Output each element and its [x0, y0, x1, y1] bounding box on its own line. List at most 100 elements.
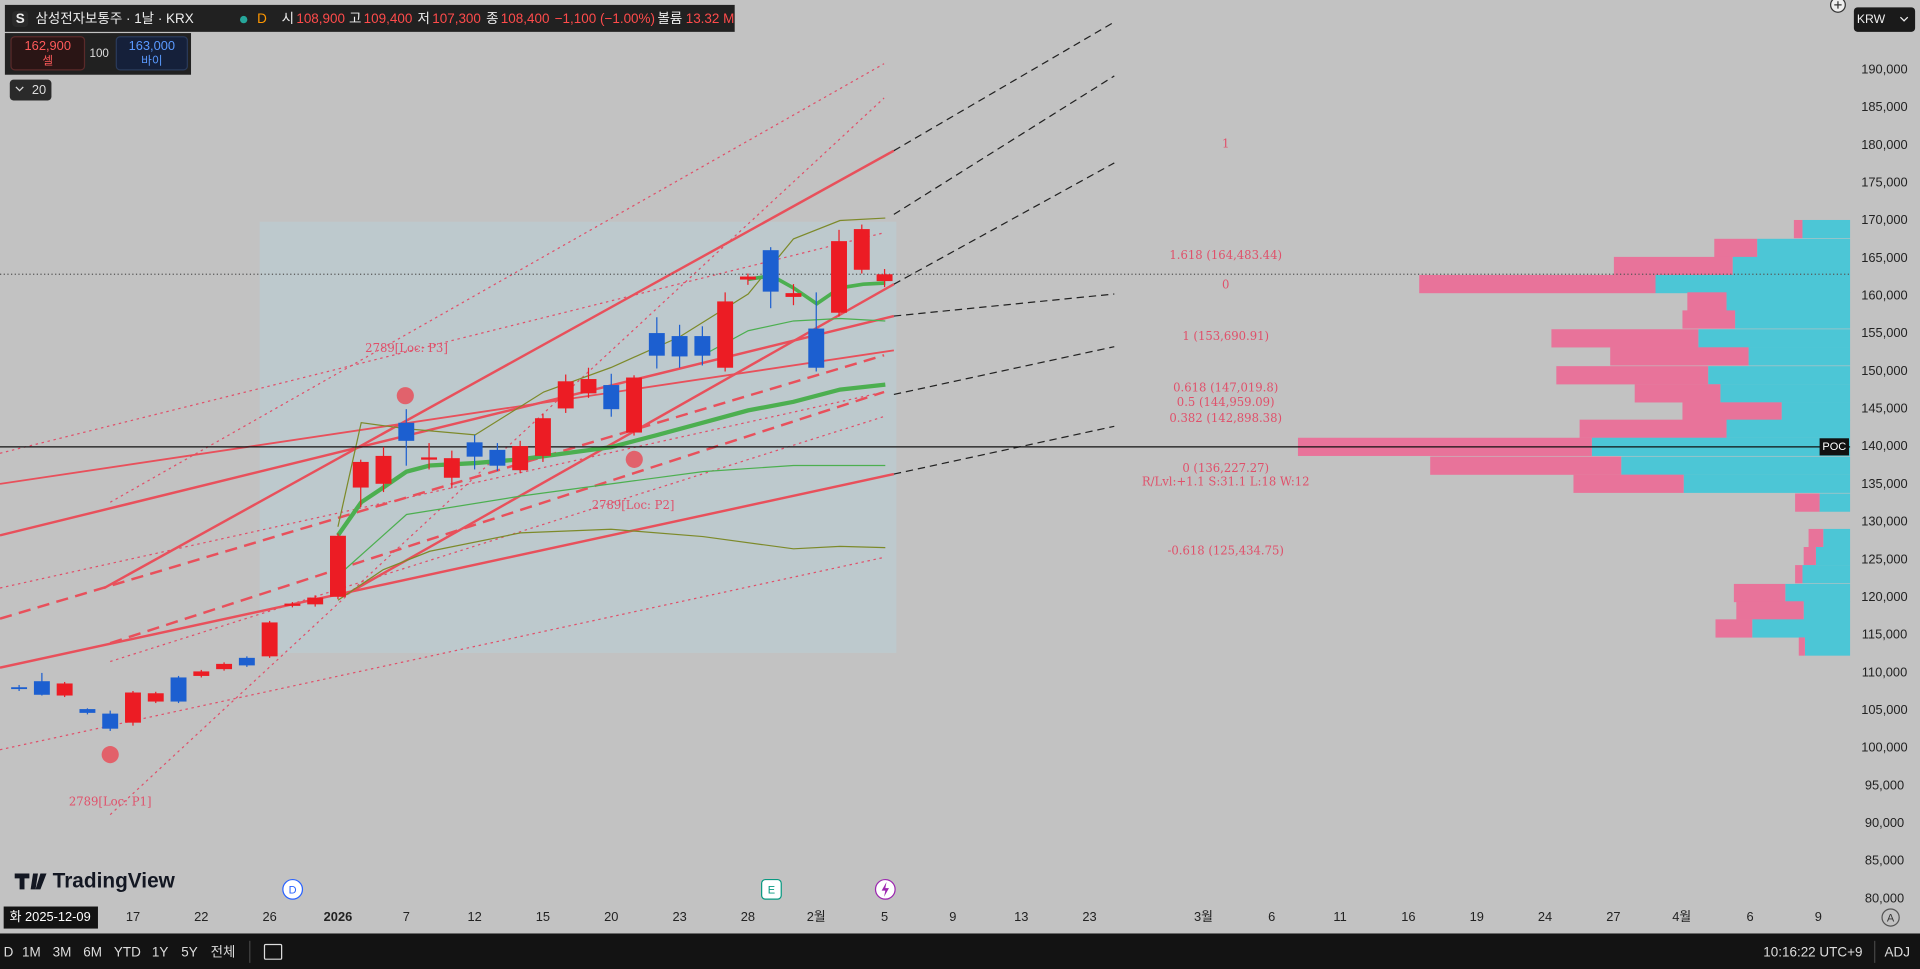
candle-body — [216, 663, 233, 670]
timeframe-button[interactable]: 5Y — [181, 945, 197, 960]
y-tick-label: 180,000 — [1861, 137, 1907, 152]
pivot-marker — [396, 387, 414, 405]
projection-line — [893, 162, 1115, 285]
currency-button[interactable] — [1853, 7, 1916, 32]
status-dot — [240, 15, 248, 24]
event-label: D — [289, 885, 297, 897]
fib-label: 0 (136,227.27) — [1182, 461, 1269, 475]
y-tick-label: 120,000 — [1861, 589, 1907, 604]
y-tick-label: 160,000 — [1861, 288, 1907, 303]
event-earnings[interactable] — [761, 878, 782, 900]
sell-button[interactable] — [10, 36, 86, 71]
drawings — [0, 21, 1115, 816]
header-bar — [4, 4, 735, 32]
candle-body — [33, 681, 50, 695]
channel-line — [0, 472, 895, 669]
timeframe-button[interactable]: 1M — [22, 945, 41, 960]
pivot-label: 2789[Loc: P1] — [69, 794, 152, 808]
band-lower — [337, 528, 886, 601]
y-tick-label: 105,000 — [1861, 702, 1907, 717]
candle-body — [717, 301, 734, 368]
x-axis-labels: 17 22 26 2026 7 12 15 20 23 28 2월 5 9 13 23 3월 6 11 16 19 24… — [126, 909, 1822, 924]
candle-body — [671, 336, 688, 357]
profile-up — [1748, 347, 1851, 366]
y-tick-label: 175,000 — [1861, 175, 1907, 190]
quantity[interactable]: 100 — [89, 47, 109, 60]
bottom-toolbar — [0, 933, 1920, 969]
profile-up — [1819, 493, 1851, 512]
candle-body — [102, 713, 119, 729]
x-tick-label: 7 — [403, 909, 410, 924]
channel-line — [0, 349, 895, 485]
profile-down — [1795, 565, 1803, 584]
trend-line — [109, 390, 885, 645]
ohlc-label: 종 — [486, 11, 498, 26]
candle-body — [694, 336, 711, 356]
date-range-button[interactable] — [263, 943, 283, 960]
candle-body — [11, 687, 28, 690]
profile-up — [1655, 274, 1851, 294]
symbol-title[interactable]: 삼성전자보통주 · 1날 · KRX — [36, 11, 194, 26]
y-tick-label: 170,000 — [1861, 212, 1907, 227]
fib-labels: 1 1.618 (164,483.44) 0 1 (153,690.91) 0.… — [1142, 137, 1310, 558]
timeframe-button[interactable]: YTD — [114, 945, 141, 960]
lightning-icon — [881, 882, 889, 897]
fib-label: 1.618 (164,483.44) — [1169, 248, 1282, 262]
trend-line — [0, 556, 885, 751]
x-tick-label: 23 — [672, 909, 686, 924]
price-axis[interactable] — [1850, 0, 1920, 907]
buy-button[interactable] — [115, 36, 188, 71]
timeframe-button[interactable]: 6M — [83, 945, 102, 960]
candle-body — [512, 446, 529, 471]
x-tick-label: 23 — [1082, 909, 1096, 924]
candle-body — [876, 274, 893, 282]
ohlc-value: 108,400 — [501, 11, 550, 26]
profile-up — [1802, 565, 1851, 584]
profile-up — [1726, 292, 1851, 311]
y-tick-label: 80,000 — [1865, 890, 1904, 905]
profile-down — [1714, 238, 1758, 258]
timeframe-button[interactable]: 1Y — [152, 945, 168, 960]
symbol-logo-box — [12, 11, 29, 27]
indicator-toggle[interactable] — [9, 79, 52, 101]
poc-label: POC — [1822, 441, 1846, 453]
timeframe-button[interactable]: 3M — [53, 945, 72, 960]
adjust-button[interactable]: ADJ — [1884, 945, 1909, 960]
profile-down — [1682, 402, 1782, 421]
projection-line — [893, 21, 1115, 152]
y-tick-label: 135,000 — [1861, 476, 1907, 491]
profile-up — [1802, 219, 1851, 239]
profile-up — [1785, 583, 1851, 603]
sell-price: 162,900 — [25, 38, 71, 53]
y-tick-label: 85,000 — [1865, 853, 1904, 868]
timeframe-button[interactable]: D — [4, 945, 14, 960]
event-dividend[interactable] — [282, 878, 304, 900]
candle-body — [808, 328, 825, 368]
profile-up — [1823, 528, 1851, 548]
ohlc-value: 107,300 — [432, 11, 481, 26]
candle-body — [170, 677, 187, 702]
y-tick-label: 185,000 — [1861, 99, 1907, 114]
buy-price: 163,000 — [129, 38, 175, 53]
fib-label: -0.618 (125,434.75) — [1167, 543, 1284, 557]
x-tick-label: 28 — [741, 909, 755, 924]
profile-up — [1752, 619, 1851, 638]
channel-line — [103, 149, 895, 590]
trend-line — [110, 415, 885, 663]
x-tick-label: 2026 — [324, 909, 353, 924]
auto-scale-button[interactable] — [1881, 908, 1900, 927]
pivot-label: 2789[Loc: P2] — [592, 498, 675, 512]
profile-up — [1803, 601, 1851, 620]
y-tick-label: 100,000 — [1861, 740, 1907, 755]
clock[interactable]: 10:16:22 UTC+9 — [1763, 945, 1862, 960]
y-tick-label: 110,000 — [1862, 664, 1907, 679]
candle-body — [557, 381, 574, 409]
pivot-marker — [101, 746, 119, 764]
x-tick-label: 17 — [126, 909, 140, 924]
fib-label: 0.618 (147,019.8) — [1173, 380, 1278, 394]
trend-line — [0, 232, 885, 454]
timeframe-button[interactable]: 전체 — [211, 945, 236, 960]
profile-up — [1735, 310, 1851, 329]
market-status: D — [257, 11, 267, 26]
